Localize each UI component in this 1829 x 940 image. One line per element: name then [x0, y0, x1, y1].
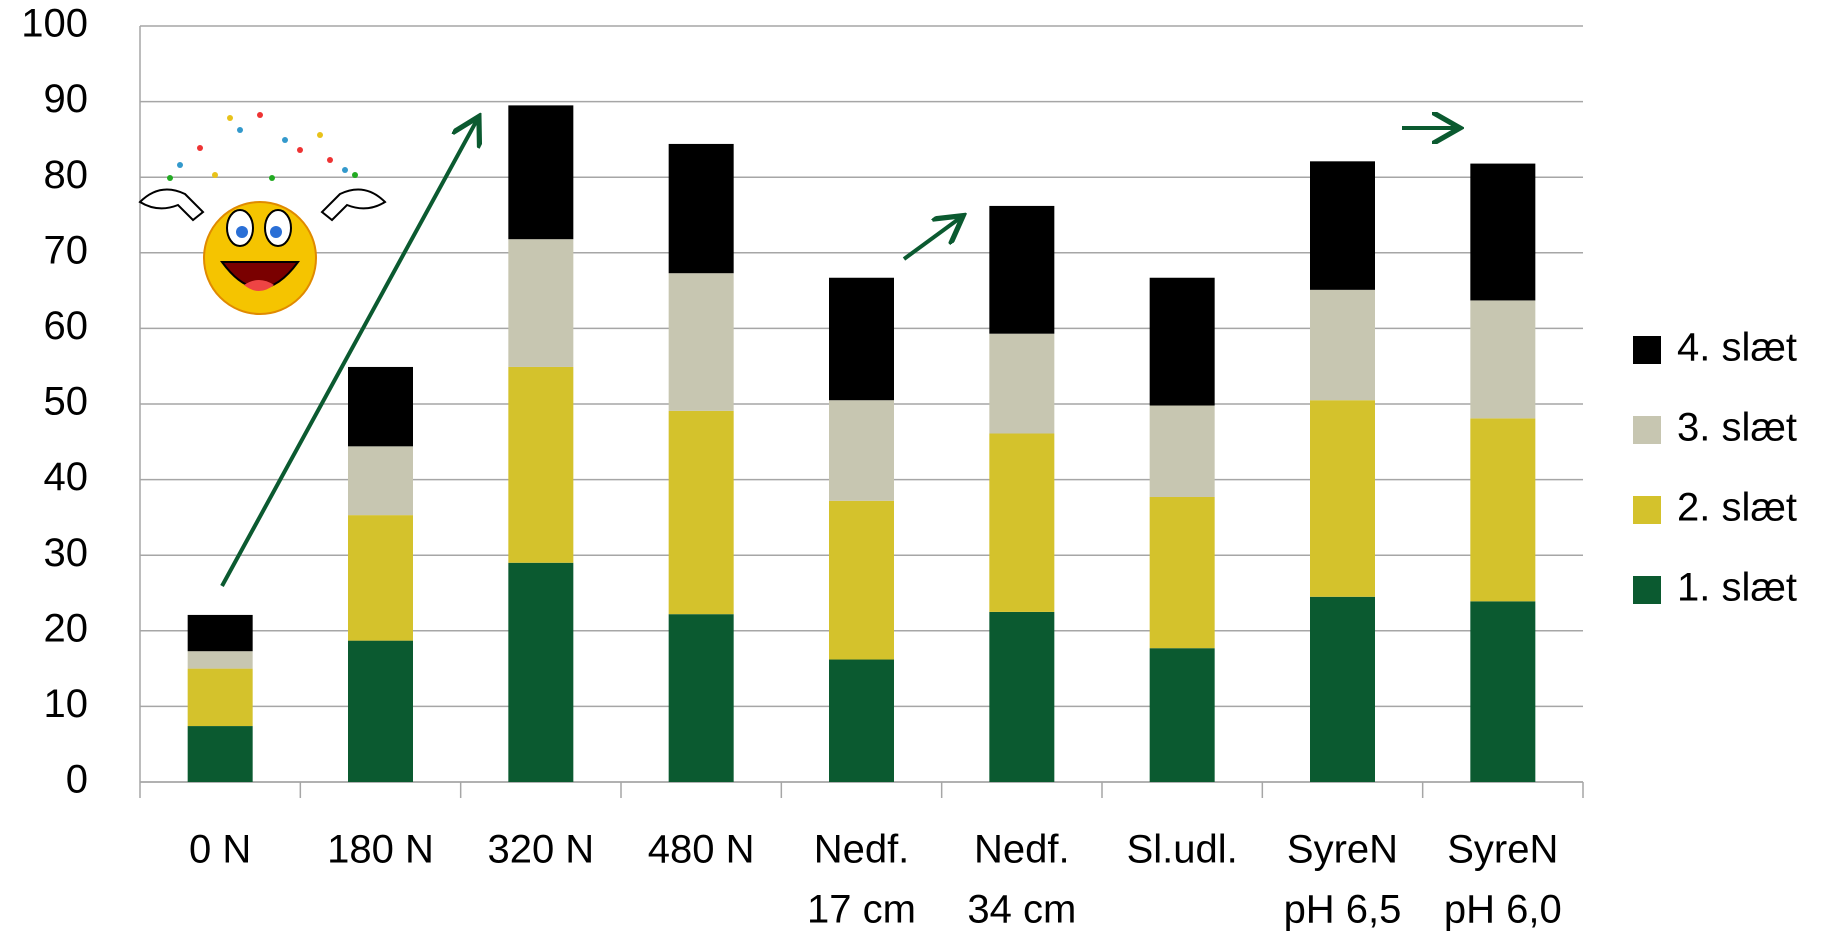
bar-segment [668, 143, 734, 274]
bar-segment [829, 277, 894, 401]
y-tick-label: 0 [66, 758, 88, 802]
y-tick-label: 50 [44, 380, 89, 424]
bar-segment [187, 668, 253, 727]
x-tick-label: 17 cm [807, 888, 916, 932]
bar-segment [829, 400, 894, 501]
bar-segment [668, 273, 734, 411]
y-tick-label: 90 [44, 77, 89, 121]
x-tick-label: SyreN [1447, 828, 1558, 872]
bar-segment [1310, 161, 1375, 290]
bar-segment [348, 515, 413, 641]
legend-swatch [1633, 336, 1661, 364]
bar-segment [508, 562, 574, 782]
x-tick-label: 180 N [327, 828, 434, 872]
legend-swatch [1633, 576, 1661, 604]
bar-segment [1149, 496, 1215, 649]
bar-segment [1470, 163, 1536, 301]
bar-segment [829, 500, 894, 660]
y-tick-label: 40 [44, 455, 89, 499]
bar-segment [508, 239, 574, 367]
bar-segment [668, 614, 734, 782]
bar-segment [1470, 418, 1536, 602]
bar-segment [1470, 300, 1536, 419]
bar-segment [668, 410, 734, 615]
bar-segment [1149, 648, 1215, 782]
x-tick-label: pH 6,0 [1444, 888, 1562, 932]
legend-label: 3. slæt [1677, 406, 1797, 450]
y-tick-label: 20 [44, 606, 89, 650]
y-tick-label: 80 [44, 153, 89, 197]
y-tick-label: 60 [44, 304, 89, 348]
bar-segment [989, 205, 1055, 334]
y-tick-label: 70 [44, 228, 89, 272]
bar-segment [989, 433, 1055, 612]
bar-segment [1310, 400, 1375, 597]
bar-segment [187, 614, 253, 652]
bar-segment [187, 651, 253, 669]
x-tick-label: Sl.udl. [1127, 828, 1238, 872]
legend-label: 4. slæt [1677, 326, 1797, 370]
bar-segment [1310, 596, 1375, 782]
bar-segment [348, 446, 413, 516]
x-tick-label: pH 6,5 [1284, 888, 1402, 932]
bar-segment [989, 611, 1055, 782]
bar-segment [1310, 289, 1375, 401]
x-tick-label: 320 N [487, 828, 594, 872]
x-tick-label: Nedf. [974, 828, 1070, 872]
y-tick-label: 100 [21, 2, 88, 46]
bar-segment [1149, 277, 1215, 406]
x-tick-label: Nedf. [814, 828, 910, 872]
x-tick-label: SyreN [1287, 828, 1398, 872]
x-tick-label: 480 N [648, 828, 755, 872]
plot-area: 0 10 20 30 40 50 60 70 80 90 100 0 N 180 N 320 N 480 N… [21, 2, 1797, 932]
bar-segment [989, 333, 1055, 434]
y-tick-label: 30 [44, 531, 89, 575]
bar-segment [508, 366, 574, 563]
decorations [138, 112, 1456, 587]
x-tick-label: 0 N [189, 828, 251, 872]
bar-segment [1149, 405, 1215, 497]
bar-segment [1470, 601, 1536, 782]
legend-swatch [1633, 496, 1661, 524]
bar-segment [348, 640, 413, 782]
smiley [138, 112, 387, 315]
bar-segment [348, 366, 413, 447]
legend-label: 2. slæt [1677, 486, 1797, 530]
trend-arrow [220, 120, 477, 587]
bar-segment [508, 105, 574, 240]
bar-segment [829, 659, 894, 782]
trend-arrow [902, 218, 960, 261]
legend-swatch [1633, 416, 1661, 444]
x-tick-label: 34 cm [967, 888, 1076, 932]
y-tick-label: 10 [44, 682, 89, 726]
legend-label: 1. slæt [1677, 566, 1797, 610]
bar-segment [187, 726, 253, 782]
